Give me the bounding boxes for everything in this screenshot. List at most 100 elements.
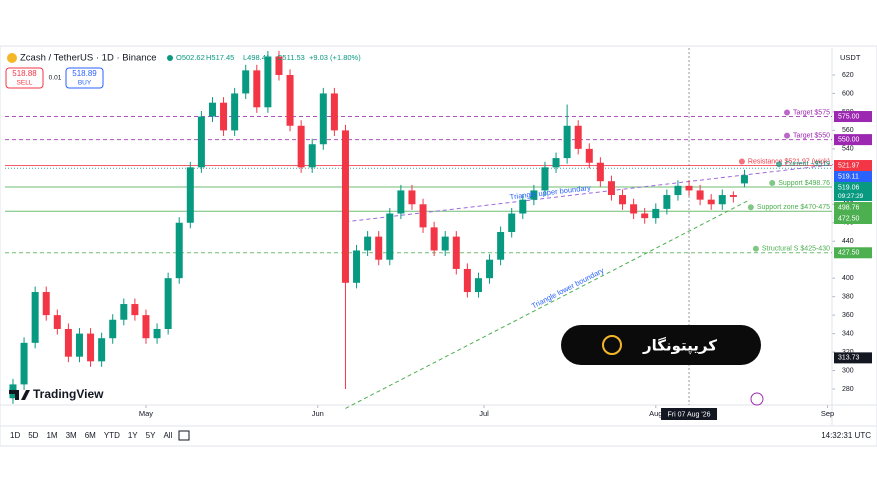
timeframe-button[interactable]: 6M (85, 431, 96, 440)
candle-body (64, 328, 72, 357)
candle-body (419, 204, 427, 228)
candle-body (552, 158, 560, 168)
timeframe-button[interactable]: 5D (28, 431, 38, 440)
buy-price: 518.89 (72, 69, 97, 78)
timeframe-button[interactable]: 5Y (146, 431, 156, 440)
y-tick-label: 540 (842, 146, 854, 153)
candle-body (541, 167, 549, 191)
candle-body (386, 213, 394, 260)
candle-body (397, 190, 405, 214)
price-tag-label: 521.97 (838, 162, 860, 169)
candle-body (685, 185, 693, 191)
sell-label: SELL (17, 80, 33, 87)
candle-body (109, 319, 117, 339)
alert-icon[interactable] (750, 392, 764, 406)
panel (0, 45, 877, 447)
buy-button[interactable] (65, 67, 104, 89)
y-tick-label: 600 (842, 90, 854, 97)
timeframe-button[interactable]: All (163, 431, 172, 440)
candle-body (186, 167, 194, 223)
sell-price: 518.88 (12, 69, 37, 78)
candle-body (729, 195, 737, 197)
countdown: 09:27:29 (838, 193, 864, 200)
ohlc-change: +9.03 (+1.80%) (309, 53, 361, 62)
candle-body (264, 56, 272, 108)
price-tag-label: 472.50 (838, 215, 860, 222)
y-tick-label: 300 (842, 367, 854, 374)
candle-body (718, 195, 726, 205)
candle-body (231, 93, 239, 131)
timeframe-button[interactable]: 3M (66, 431, 77, 440)
y-tick-label: 620 (842, 72, 854, 79)
candle-body (53, 315, 61, 329)
price-tag (834, 352, 872, 364)
candle-body (131, 304, 139, 316)
candle-body (530, 190, 538, 200)
candle-body (42, 292, 50, 316)
level-note: Target $575 (793, 109, 830, 116)
price-tag (834, 160, 872, 172)
candle-body (574, 125, 582, 149)
status-dot (167, 55, 173, 61)
level-note: Resistance $521.97 (wick) (748, 158, 830, 165)
candle-body (197, 116, 205, 168)
timeframe-button[interactable]: 1Y (128, 431, 138, 440)
candle-body (297, 125, 305, 168)
level-note: Current ~$519 (785, 161, 830, 168)
brand: TradingView (33, 387, 104, 401)
level-note: Structural S $425-430 (762, 246, 830, 253)
trendline (345, 199, 751, 409)
timeframe-button[interactable]: YTD (104, 431, 120, 440)
y-tick-label: 560 (842, 127, 854, 134)
price-tag-label: 427.50 (838, 250, 860, 257)
currency[interactable]: USDT (840, 53, 861, 62)
timeframe-button[interactable]: 1D (10, 431, 20, 440)
coin-icon (7, 53, 17, 63)
candle-body (474, 278, 482, 293)
calendar-icon[interactable] (178, 430, 190, 441)
candle-body (353, 250, 361, 283)
candle-body (20, 342, 28, 385)
candle-body (441, 236, 449, 251)
price-tag (834, 171, 872, 183)
candle-body (75, 333, 83, 357)
ohlc-low: L498.41 (243, 53, 270, 62)
clock: 14:32:31 UTC (821, 431, 871, 440)
candle-body (275, 56, 283, 75)
candle-body (663, 195, 671, 209)
watermark-pill (561, 325, 761, 365)
candle-body (607, 181, 615, 196)
y-tick-label: 440 (842, 238, 854, 245)
ohlc-open: O502.62 (176, 53, 205, 62)
note-dot (738, 158, 745, 165)
candle-body (375, 236, 383, 260)
y-tick-label: 360 (842, 312, 854, 319)
candle-body (87, 333, 95, 362)
candle-body (740, 175, 748, 184)
y-tick-label: 400 (842, 275, 854, 282)
candle-body (596, 162, 604, 182)
candle-body (641, 213, 649, 219)
candle-body (286, 74, 294, 126)
candle-body (242, 70, 250, 94)
x-tick-label: May (139, 409, 153, 418)
note-dot (747, 204, 754, 211)
price-tag (834, 182, 872, 194)
candle-body (153, 328, 161, 339)
candle-body (652, 208, 660, 219)
trendline (345, 164, 834, 223)
candle-body (619, 195, 627, 205)
candle-body (164, 278, 172, 329)
candle-body (341, 130, 349, 283)
candle-body (330, 93, 338, 131)
candle-body (120, 304, 128, 320)
timeframe-button[interactable]: 1M (46, 431, 57, 440)
sell-button[interactable] (5, 67, 44, 89)
price-tag-label: 498.76 (838, 204, 860, 211)
watermark-icon (602, 335, 622, 355)
candle-body (253, 70, 261, 108)
candle-body (452, 236, 460, 269)
candle-body (674, 185, 682, 196)
y-tick-label: 340 (842, 330, 854, 337)
candle-body (98, 338, 106, 362)
